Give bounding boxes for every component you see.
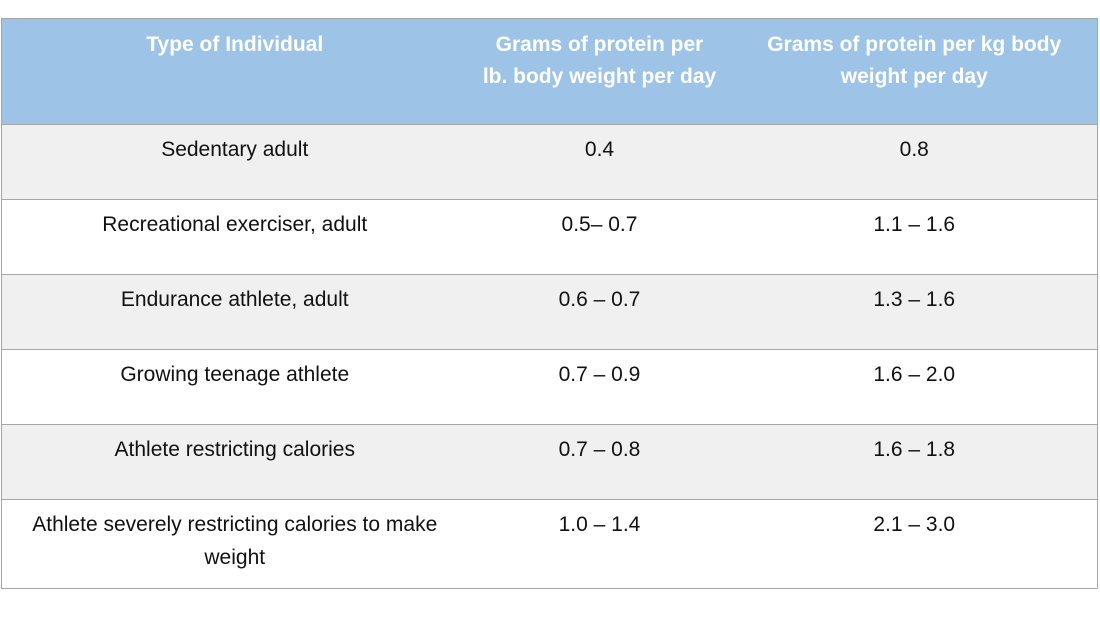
individual-type-cell: Growing teenage athlete [1, 349, 468, 425]
grams-per-lb-cell: 0.4 [467, 124, 732, 200]
individual-type-cell: Athlete restricting calories [1, 424, 468, 500]
grams-per-kg-cell: 1.6 – 1.8 [731, 424, 1098, 500]
individual-type-cell: Recreational exerciser, adult [1, 199, 468, 275]
grams-per-lb-cell: 0.7 – 0.8 [467, 424, 732, 500]
individual-type-cell: Athlete severely restricting calories to… [1, 499, 468, 589]
protein-intake-table: Type of Individual Grams of protein per … [1, 18, 1098, 589]
header-grams-per-lb: Grams of protein per lb. body weight per… [467, 18, 732, 125]
header-row: Type of Individual Grams of protein per … [1, 18, 1098, 125]
grams-per-kg-cell: 0.8 [731, 124, 1098, 200]
table-row: Athlete severely restricting calories to… [1, 499, 1098, 589]
individual-type-cell: Sedentary adult [1, 124, 468, 200]
individual-type-cell: Endurance athlete, adult [1, 274, 468, 350]
grams-per-kg-cell: 1.3 – 1.6 [731, 274, 1098, 350]
grams-per-kg-cell: 1.6 – 2.0 [731, 349, 1098, 425]
header-type-of-individual: Type of Individual [1, 18, 468, 125]
grams-per-kg-cell: 1.1 – 1.6 [731, 199, 1098, 275]
grams-per-lb-cell: 0.5– 0.7 [467, 199, 732, 275]
table-row: Endurance athlete, adult 0.6 – 0.7 1.3 –… [1, 274, 1098, 350]
table-row: Growing teenage athlete 0.7 – 0.9 1.6 – … [1, 349, 1098, 425]
table-row: Athlete restricting calories 0.7 – 0.8 1… [1, 424, 1098, 500]
header-grams-per-kg: Grams of protein per kg body weight per … [731, 18, 1098, 125]
grams-per-lb-cell: 0.6 – 0.7 [467, 274, 732, 350]
table-row: Sedentary adult 0.4 0.8 [1, 124, 1098, 200]
grams-per-lb-cell: 1.0 – 1.4 [467, 499, 732, 589]
grams-per-lb-cell: 0.7 – 0.9 [467, 349, 732, 425]
grams-per-kg-cell: 2.1 – 3.0 [731, 499, 1098, 589]
table-row: Recreational exerciser, adult 0.5– 0.7 1… [1, 199, 1098, 275]
